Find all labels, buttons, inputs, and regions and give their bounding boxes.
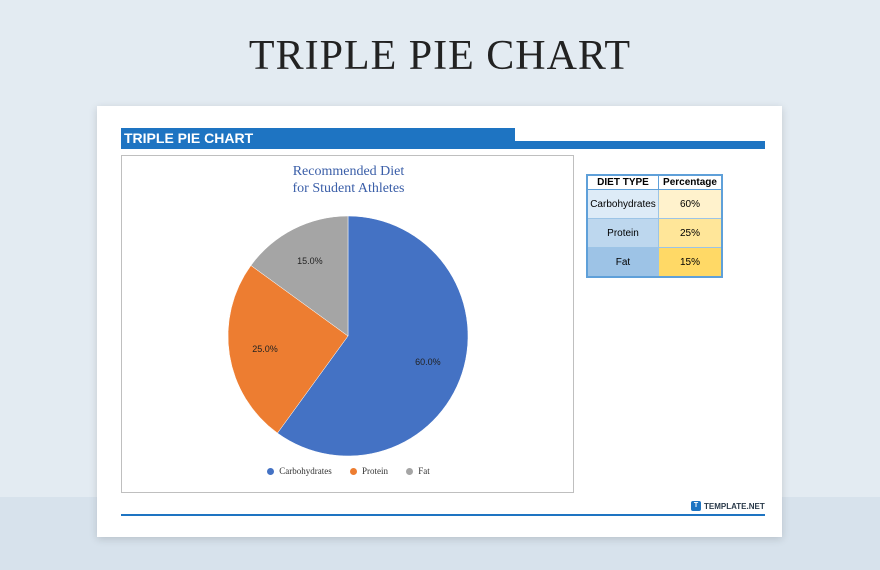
table-row: Protein 25%	[586, 218, 723, 248]
table-cell-diet-type[interactable]: Carbohydrates	[586, 189, 659, 219]
page-title: TRIPLE PIE CHART	[248, 33, 632, 79]
table-header-row: DIET TYPE Percentage	[586, 174, 723, 190]
table-row: Carbohydrates 60%	[586, 189, 723, 219]
template-logo-icon: T	[691, 501, 701, 511]
table-cell-percentage[interactable]: 60%	[658, 189, 723, 219]
header-rule	[515, 141, 765, 149]
sheet-header-title: TRIPLE PIE CHART	[121, 128, 515, 149]
legend-swatch-carbohydrates	[267, 468, 275, 476]
legend-item-fat: Fat	[406, 466, 430, 476]
legend-label-fat: Fat	[418, 466, 430, 476]
footer-rule	[121, 514, 765, 516]
table-cell-diet-type[interactable]: Protein	[586, 218, 659, 248]
table-header-percentage[interactable]: Percentage	[658, 174, 723, 190]
pie-chart[interactable]: Recommended Diet for Student Athletes 60…	[121, 155, 574, 493]
table-cell-diet-type[interactable]: Fat	[586, 247, 659, 278]
legend-swatch-protein	[349, 468, 357, 476]
legend-item-carbohydrates: Carbohydrates	[267, 466, 332, 476]
pie-slice-fat[interactable]	[250, 215, 349, 337]
chart-title-line-1: Recommended Diet	[292, 164, 405, 179]
legend-swatch-fat	[406, 468, 414, 476]
brand-name: TEMPLATE.NET	[704, 501, 765, 511]
data-label-fat: 15.0%	[297, 256, 323, 266]
table-row: Fat 15%	[586, 247, 723, 278]
data-label-protein: 25.0%	[252, 344, 278, 354]
legend-label-protein: Protein	[361, 466, 388, 476]
pie-slice-protein[interactable]	[227, 265, 349, 434]
chart-title-line-2: for Student Athletes	[292, 181, 405, 196]
pie-plot: 60.0% 25.0% 15.0%	[227, 215, 469, 457]
pie-slice-carbohydrates[interactable]	[277, 215, 469, 457]
table-cell-percentage[interactable]: 25%	[658, 218, 723, 248]
table-cell-percentage[interactable]: 15%	[658, 247, 723, 278]
data-label-carbohydrates: 60.0%	[415, 357, 441, 367]
chart-title: Recommended Diet for Student Athletes	[122, 163, 575, 197]
legend-item-protein: Protein	[349, 466, 388, 476]
legend-label-carbohydrates: Carbohydrates	[279, 466, 332, 476]
brand-logo: T TEMPLATE.NET	[691, 501, 765, 511]
diet-data-table: DIET TYPE Percentage Carbohydrates 60% P…	[586, 174, 723, 278]
table-header-diet-type[interactable]: DIET TYPE	[586, 174, 659, 190]
chart-legend: Carbohydrates Protein Fat	[122, 466, 575, 476]
spreadsheet-sheet: TRIPLE PIE CHART Recommended Diet for St…	[97, 106, 782, 537]
